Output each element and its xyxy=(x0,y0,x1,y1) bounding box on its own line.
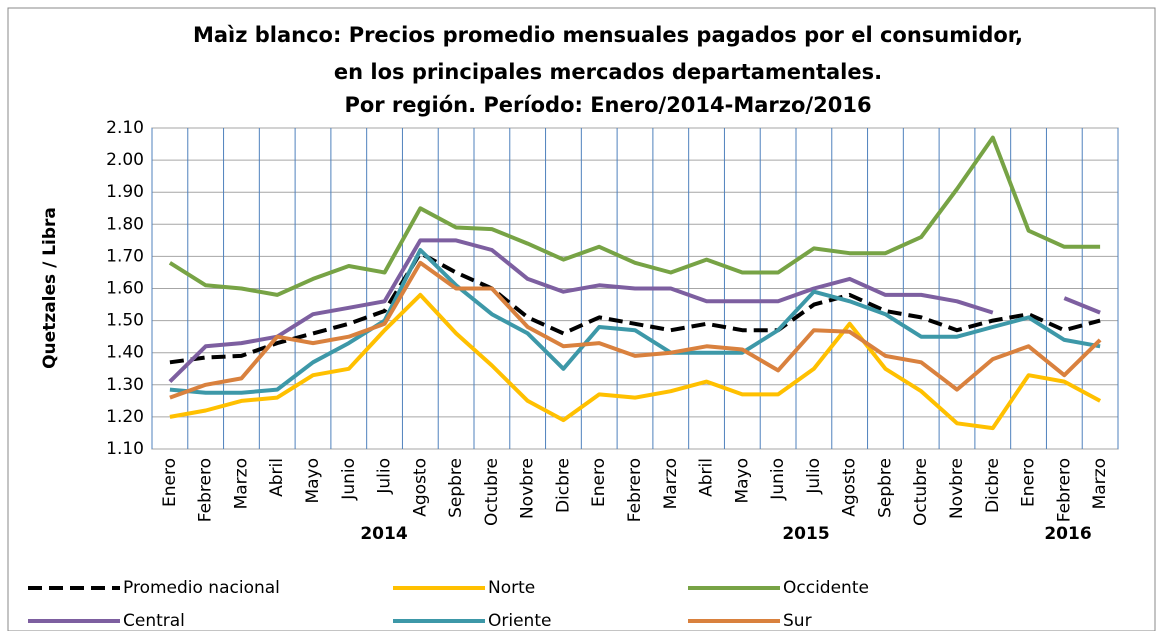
x-tick-label: Sepbre xyxy=(446,458,466,518)
y-tick-label: 1.30 xyxy=(106,375,144,395)
y-tick-label: 2.00 xyxy=(106,150,144,170)
x-tick-label: Julio xyxy=(375,458,395,495)
x-tick-label: Junio xyxy=(339,458,359,501)
chart-title: Por región. Período: Enero/2014-Marzo/20… xyxy=(344,93,871,117)
series-line xyxy=(168,135,1101,297)
legend-label: Oriente xyxy=(488,611,551,631)
x-tick-label: Enero xyxy=(589,458,609,507)
series-line xyxy=(169,251,1101,365)
chart-title: en los principales mercados departamenta… xyxy=(334,60,882,84)
x-tick-label: Mayo xyxy=(303,458,323,504)
x-tick-label: Novbre xyxy=(947,458,967,519)
y-tick-label: 1.20 xyxy=(106,407,144,427)
x-tick-label: Abril xyxy=(697,458,717,497)
x-tick-label: Marzo xyxy=(661,458,681,509)
series-line xyxy=(169,260,1102,400)
x-tick-label: Dicbre xyxy=(553,458,573,513)
y-tick-label: 2.10 xyxy=(106,118,144,138)
x-tick-label: Agosto xyxy=(840,458,860,517)
x-tick-label: Octubre xyxy=(482,458,502,526)
x-tick-label: Sepbre xyxy=(875,458,895,518)
series-line xyxy=(169,292,1102,431)
x-tick-label: Febrero xyxy=(1054,458,1074,522)
series-line xyxy=(169,248,1101,395)
x-tick-label: Marzo xyxy=(231,458,251,509)
x-tick-label: Novbre xyxy=(518,458,538,519)
legend-label: Promedio nacional xyxy=(123,578,280,598)
x-tick-label: Julio xyxy=(804,458,824,495)
y-tick-label: 1.10 xyxy=(106,439,144,459)
y-tick-label: 1.90 xyxy=(106,182,144,202)
series-line xyxy=(168,238,1101,384)
x-tick-label: Agosto xyxy=(410,458,430,517)
x-tick-label: Enero xyxy=(160,458,180,507)
legend-label: Sur xyxy=(783,611,812,631)
x-tick-label: Febrero xyxy=(625,458,645,522)
year-label: 2016 xyxy=(1044,524,1091,544)
legend-label: Central xyxy=(123,611,185,631)
year-label: 2015 xyxy=(782,524,829,544)
x-tick-label: Dicbre xyxy=(983,458,1003,513)
x-tick-label: Junio xyxy=(768,458,788,501)
chart-title: Maìz blanco: Precios promedio mensuales … xyxy=(193,23,1023,47)
x-tick-label: Octubre xyxy=(911,458,931,526)
y-tick-label: 1.40 xyxy=(106,343,144,363)
legend-label: Norte xyxy=(488,578,535,598)
y-tick-label: 1.60 xyxy=(106,279,144,299)
y-tick-label: 1.50 xyxy=(106,311,144,331)
year-label: 2014 xyxy=(360,524,407,544)
y-tick-label: 1.80 xyxy=(106,214,144,234)
y-axis-label: Quetzales / Libra xyxy=(40,207,60,369)
x-tick-label: Mayo xyxy=(732,458,752,504)
x-tick-label: Febrero xyxy=(196,458,216,522)
x-tick-label: Enero xyxy=(1019,458,1039,507)
x-tick-label: Abril xyxy=(267,458,287,497)
legend-label: Occidente xyxy=(783,578,869,598)
x-tick-label: Marzo xyxy=(1090,458,1110,509)
y-tick-label: 1.70 xyxy=(106,246,144,266)
